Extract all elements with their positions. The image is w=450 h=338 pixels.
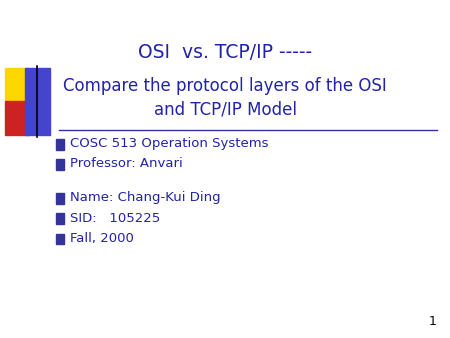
Bar	[4, 68, 29, 101]
Bar	[56, 213, 64, 224]
Text: Name: Chang-Kui Ding: Name: Chang-Kui Ding	[70, 191, 220, 204]
Bar	[56, 159, 64, 170]
Bar	[25, 101, 50, 135]
Text: and TCP/IP Model: and TCP/IP Model	[153, 101, 297, 119]
Text: SID:   105225: SID: 105225	[70, 212, 160, 224]
Bar	[25, 68, 50, 101]
Bar	[4, 101, 29, 135]
Text: Fall, 2000: Fall, 2000	[70, 232, 134, 245]
Text: Compare the protocol layers of the OSI: Compare the protocol layers of the OSI	[63, 77, 387, 95]
Text: OSI  vs. TCP/IP -----: OSI vs. TCP/IP -----	[138, 43, 312, 62]
Text: COSC 513 Operation Systems: COSC 513 Operation Systems	[70, 137, 268, 150]
Text: 1: 1	[428, 315, 436, 328]
Bar	[56, 234, 64, 244]
Bar	[56, 193, 64, 204]
Bar	[56, 139, 64, 150]
Text: Professor: Anvari: Professor: Anvari	[70, 158, 183, 170]
